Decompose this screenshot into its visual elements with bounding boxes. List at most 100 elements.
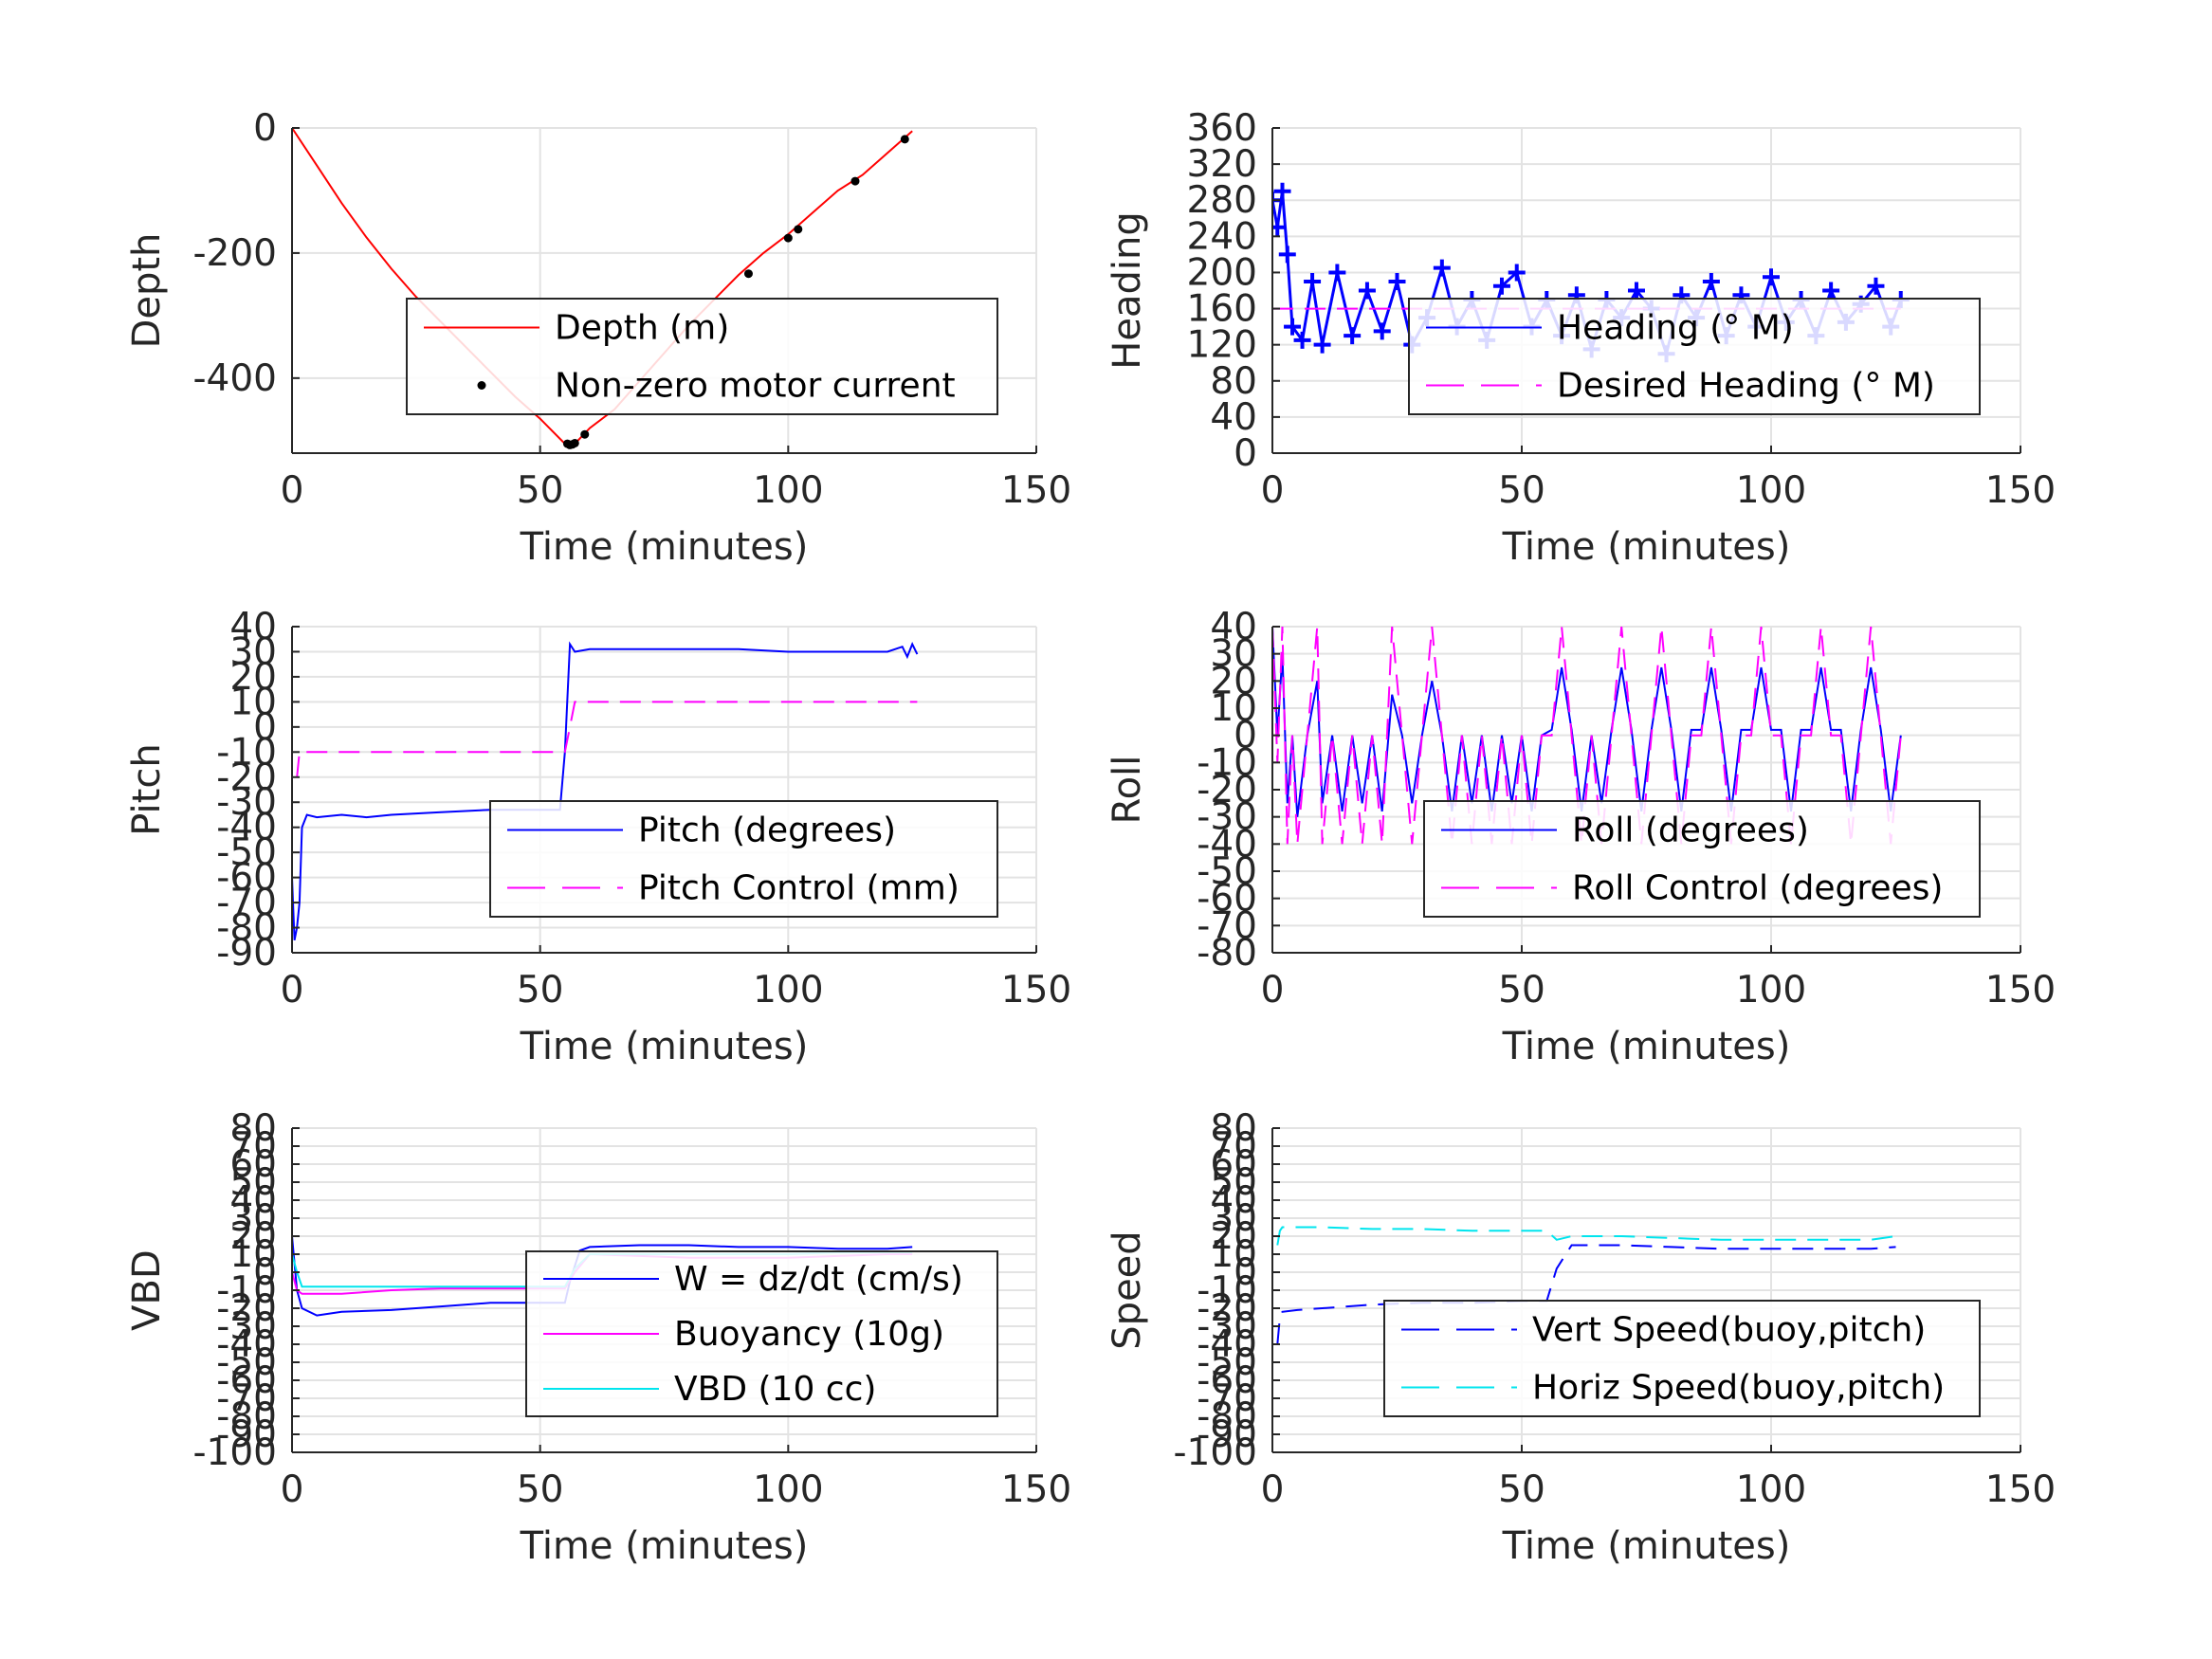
y-tick-label: 20 xyxy=(1210,1215,1257,1258)
data-point xyxy=(1867,277,1885,295)
data-point xyxy=(1304,272,1322,290)
x-tick-label: 150 xyxy=(1985,469,2056,512)
y-tick-label: -60 xyxy=(216,1359,277,1402)
y-tick-label: 200 xyxy=(1187,251,1257,294)
legend-swatch xyxy=(477,381,486,390)
y-tick-label: -60 xyxy=(216,857,277,900)
data-point xyxy=(1433,259,1451,277)
legend: Roll (degrees) Roll Control (degrees) xyxy=(1423,800,1981,918)
legend-box xyxy=(489,800,998,918)
y-tick-label: -50 xyxy=(216,1341,277,1384)
x-tick-label: 50 xyxy=(1498,969,1545,1012)
y-tick-label: 30 xyxy=(229,1197,277,1240)
y-tick-label: -70 xyxy=(1197,1377,1257,1420)
data-point xyxy=(1627,282,1645,300)
y-tick-label: 40 xyxy=(1210,396,1257,439)
y-tick-label: -20 xyxy=(1197,769,1257,811)
y-tick-label: -80 xyxy=(1197,932,1257,975)
series-line xyxy=(292,128,913,446)
y-tick-label: 0 xyxy=(1234,432,1257,475)
y-tick-label: 30 xyxy=(229,630,277,673)
data-point xyxy=(1373,322,1391,340)
y-tick-label: 10 xyxy=(229,1233,277,1276)
legend-label: Roll (degrees) xyxy=(1572,811,1809,850)
legend-label: Horiz Speed(buoy,pitch) xyxy=(1532,1369,1945,1408)
legend-label: Pitch Control (mm) xyxy=(638,869,960,908)
x-axis-label: Time (minutes) xyxy=(1502,525,1791,569)
data-point xyxy=(850,176,860,186)
legend: Heading (° M) Desired Heading (° M) xyxy=(1408,298,1981,415)
y-tick-label: -90 xyxy=(216,932,277,975)
series-line xyxy=(1276,1226,1896,1246)
y-tick-label: -10 xyxy=(1197,741,1257,784)
y-tick-label: 0 xyxy=(253,107,277,150)
y-tick-label: -50 xyxy=(1197,850,1257,893)
x-tick-label: 100 xyxy=(1736,969,1806,1012)
series-line xyxy=(296,701,918,777)
legend: Depth (m) Non-zero motor current xyxy=(406,298,998,415)
data-point xyxy=(1344,327,1362,345)
legend: Vert Speed(buoy,pitch) Horiz Speed(buoy,p… xyxy=(1383,1300,1981,1417)
legend-box xyxy=(1423,800,1981,918)
y-tick-label: -50 xyxy=(1197,1341,1257,1384)
data-point xyxy=(1702,272,1720,290)
x-tick-label: 0 xyxy=(281,1468,304,1511)
legend-label: Buoyancy (10g) xyxy=(674,1315,944,1354)
y-tick-label: -80 xyxy=(216,907,277,950)
y-axis-label: Depth xyxy=(125,233,169,349)
y-tick-label: 60 xyxy=(229,1143,277,1186)
legend-label: Roll Control (degrees) xyxy=(1572,869,1943,908)
legend-box xyxy=(1383,1300,1981,1417)
x-tick-label: 150 xyxy=(1985,969,2056,1012)
legend-label: Depth (m) xyxy=(555,309,729,348)
x-tick-label: 50 xyxy=(1498,1468,1545,1511)
x-tick-label: 100 xyxy=(753,969,823,1012)
x-axis-label: Time (minutes) xyxy=(520,525,809,569)
y-tick-label: -10 xyxy=(1197,1269,1257,1312)
y-tick-label: 280 xyxy=(1187,179,1257,222)
data-point xyxy=(1272,218,1287,236)
y-tick-label: 120 xyxy=(1187,324,1257,367)
subplot-1: 0 50 100 150 0 -200 -400 Time (minutes) Depth Dep… xyxy=(125,107,1071,569)
y-tick-label: 50 xyxy=(1210,1161,1257,1204)
x-tick-label: 100 xyxy=(1736,469,1806,512)
y-tick-label: 80 xyxy=(229,1107,277,1150)
y-tick-label: -40 xyxy=(1197,1323,1257,1366)
x-tick-label: 150 xyxy=(1001,1468,1071,1511)
legend: Pitch (degrees) Pitch Control (mm) xyxy=(489,800,998,918)
data-point xyxy=(783,233,793,243)
data-point xyxy=(900,135,909,144)
y-tick-label: 80 xyxy=(1210,1107,1257,1150)
y-tick-label: -30 xyxy=(1197,1305,1257,1348)
y-tick-label: -10 xyxy=(216,1269,277,1312)
legend-label: VBD (10 cc) xyxy=(674,1370,876,1409)
y-tick-label: 40 xyxy=(229,1179,277,1222)
x-tick-label: 150 xyxy=(1001,469,1071,512)
legend-label: Desired Heading (° M) xyxy=(1557,367,1935,406)
x-tick-label: 150 xyxy=(1001,969,1071,1012)
y-tick-label: -30 xyxy=(216,1305,277,1348)
y-tick-label: 30 xyxy=(1210,633,1257,676)
y-axis-label: VBD xyxy=(125,1249,169,1331)
y-tick-label: 20 xyxy=(1210,660,1257,702)
data-point xyxy=(794,225,803,234)
y-tick-label: -30 xyxy=(216,781,277,824)
x-tick-label: 50 xyxy=(517,469,564,512)
data-point xyxy=(1508,264,1526,282)
y-tick-label: 50 xyxy=(229,1161,277,1204)
data-point xyxy=(1278,246,1296,264)
y-tick-label: -90 xyxy=(1197,1413,1257,1456)
data-point xyxy=(1388,272,1406,290)
y-tick-label: 70 xyxy=(229,1125,277,1168)
series-group xyxy=(292,641,919,940)
y-tick-label: 0 xyxy=(1234,715,1257,757)
y-tick-label: 40 xyxy=(1210,606,1257,648)
x-tick-label: 0 xyxy=(281,969,304,1012)
data-point xyxy=(1284,318,1302,336)
y-tick-label: -60 xyxy=(1197,1359,1257,1402)
y-axis-label: Roll xyxy=(1106,756,1149,825)
data-point xyxy=(1763,268,1780,286)
y-tick-label: 0 xyxy=(253,1251,277,1294)
x-axis-label: Time (minutes) xyxy=(520,1025,809,1068)
legend-label: Non-zero motor current xyxy=(555,367,956,406)
